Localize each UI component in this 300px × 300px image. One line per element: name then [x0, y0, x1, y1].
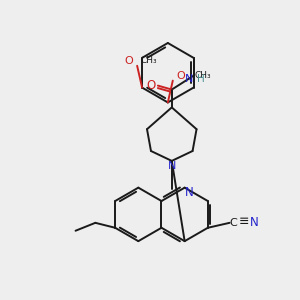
Text: ≡: ≡ — [238, 215, 249, 228]
Text: O: O — [146, 79, 156, 92]
Text: C: C — [230, 218, 238, 228]
Text: N: N — [184, 74, 193, 84]
Text: O: O — [176, 71, 185, 81]
Text: CH₃: CH₃ — [195, 71, 211, 80]
Text: O: O — [125, 56, 134, 66]
Text: N: N — [250, 216, 259, 229]
Text: CH₃: CH₃ — [140, 56, 157, 65]
Text: H: H — [196, 74, 204, 84]
Text: N: N — [185, 186, 194, 199]
Text: N: N — [168, 161, 176, 171]
